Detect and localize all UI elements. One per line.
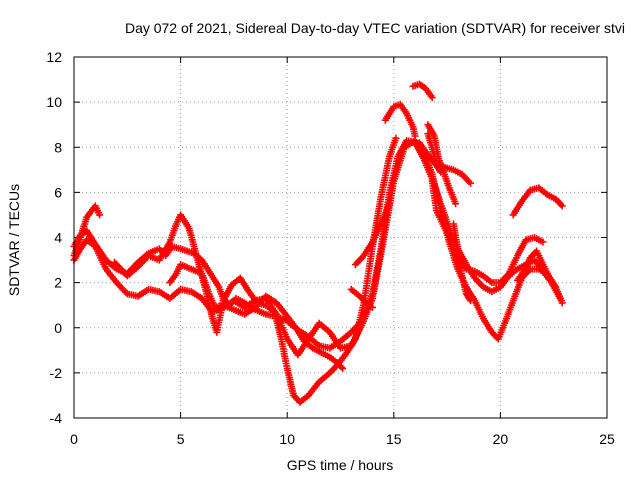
y-tick-label: 0 — [54, 320, 62, 336]
y-axis-title: SDTVAR / TECUs — [6, 184, 22, 296]
x-tick-label: 5 — [177, 431, 185, 447]
x-tick-label: 15 — [386, 431, 402, 447]
series-track-9 — [409, 80, 436, 102]
x-tick-label: 20 — [493, 431, 509, 447]
series-markers — [424, 121, 460, 208]
series-track-4 — [111, 134, 400, 406]
series-track-5 — [166, 261, 347, 372]
series-markers — [428, 177, 547, 287]
series-markers — [351, 200, 393, 269]
series-track-12 — [424, 121, 460, 208]
series-track-6 — [347, 285, 376, 311]
x-axis-title: GPS time / hours — [287, 457, 394, 473]
series-track-16 — [514, 247, 553, 284]
series-markers — [381, 100, 419, 140]
plot-frame — [73, 56, 608, 419]
data-points — [70, 80, 566, 406]
series-markers — [450, 220, 475, 305]
y-tick-label: 2 — [54, 275, 62, 291]
tick-labels: 0 5 10 15 20 25 -4 -2 0 2 4 6 8 10 12 — [46, 49, 615, 447]
x-tick-label: 10 — [279, 431, 295, 447]
series-track-2 — [70, 137, 564, 352]
series-markers — [509, 184, 566, 219]
grid-lines — [74, 57, 607, 418]
series-track-15 — [509, 184, 566, 219]
y-tick-label: -4 — [50, 410, 63, 426]
series-markers — [347, 285, 376, 311]
y-tick-label: -2 — [50, 365, 63, 381]
series-markers — [409, 80, 436, 102]
y-tick-label: 6 — [54, 184, 62, 200]
y-tick-label: 12 — [46, 49, 62, 65]
series-track-8 — [381, 100, 419, 140]
series-markers — [166, 261, 347, 372]
y-tick-label: 8 — [54, 139, 62, 155]
series-markers — [514, 247, 553, 284]
x-tick-label: 25 — [599, 431, 615, 447]
series-markers — [70, 137, 564, 352]
series-track-13 — [428, 177, 547, 287]
x-tick-label: 0 — [70, 431, 78, 447]
series-track-7 — [351, 200, 393, 269]
y-tick-label: 4 — [54, 230, 62, 246]
series-markers — [70, 137, 566, 359]
series-markers — [111, 134, 400, 406]
series-track-14 — [450, 220, 475, 305]
series-track-3 — [70, 137, 566, 359]
chart-title: Day 072 of 2021, Sidereal Day-to-day VTE… — [125, 20, 625, 36]
y-tick-label: 10 — [46, 94, 62, 110]
